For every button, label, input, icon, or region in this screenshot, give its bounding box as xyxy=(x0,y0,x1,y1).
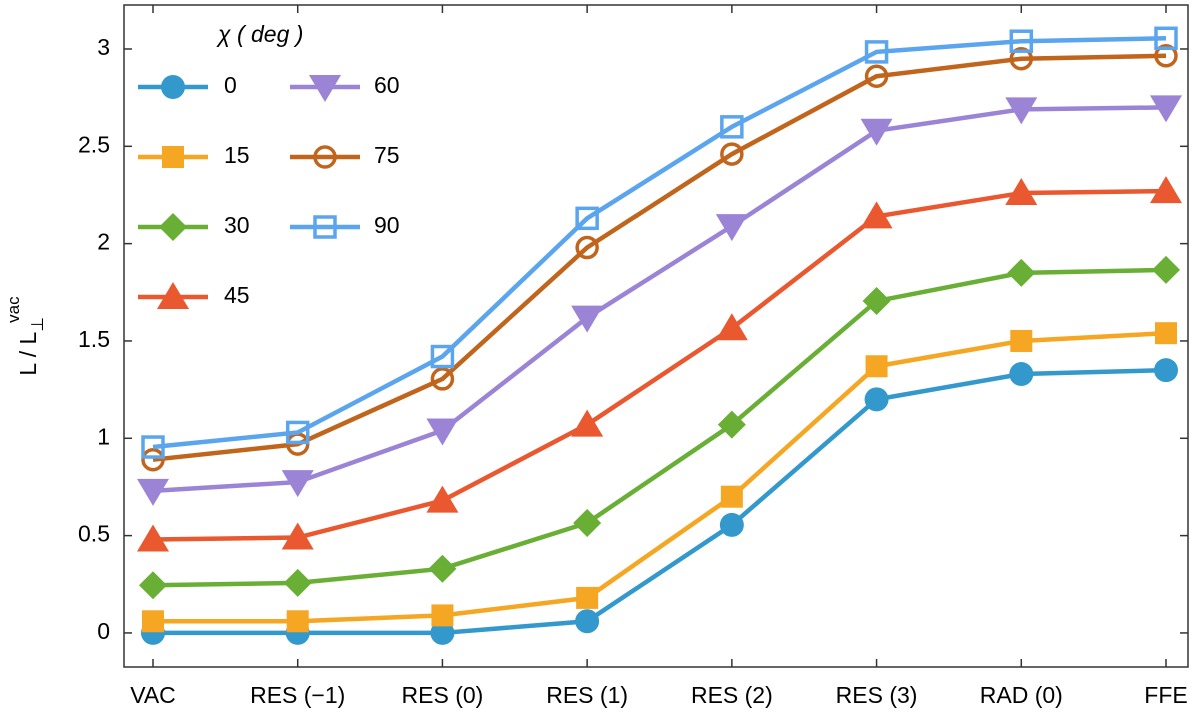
marker xyxy=(573,508,602,537)
marker xyxy=(313,145,337,169)
marker xyxy=(720,485,743,508)
x-tick-label: RES (−1) xyxy=(250,682,345,708)
y-tick-label: 3 xyxy=(97,34,110,60)
marker xyxy=(159,213,187,241)
legend-label: 30 xyxy=(224,212,250,238)
x-tick-label: RES (2) xyxy=(691,682,773,708)
marker xyxy=(157,282,189,309)
marker xyxy=(1154,26,1178,51)
series-line xyxy=(152,267,1167,588)
marker xyxy=(1005,97,1038,125)
y-tick-label: 0 xyxy=(97,618,110,644)
x-tick-label: RAD (0) xyxy=(980,682,1063,708)
marker xyxy=(575,609,600,634)
marker xyxy=(715,214,748,242)
marker xyxy=(162,146,184,168)
series-line xyxy=(152,36,1167,450)
marker xyxy=(862,287,891,316)
x-tick-label: RES (0) xyxy=(402,682,484,708)
marker xyxy=(1152,255,1180,284)
marker xyxy=(1009,29,1034,53)
marker xyxy=(571,305,604,333)
legend-label: 90 xyxy=(374,212,400,238)
marker xyxy=(571,409,604,437)
marker xyxy=(864,387,889,412)
marker xyxy=(139,571,167,600)
marker xyxy=(719,512,744,537)
marker xyxy=(281,470,314,498)
series-line xyxy=(153,367,1167,636)
y-tick-label: 0.5 xyxy=(78,521,110,547)
marker xyxy=(865,355,888,378)
marker xyxy=(142,610,164,633)
series-line xyxy=(152,188,1167,542)
marker xyxy=(428,554,457,583)
legend-label: 15 xyxy=(224,142,250,168)
y-tick-label: 1 xyxy=(97,423,110,449)
plot-frame xyxy=(123,4,1189,668)
marker xyxy=(161,75,185,99)
marker xyxy=(1150,95,1182,123)
marker xyxy=(286,610,309,633)
series-line xyxy=(153,330,1167,624)
marker xyxy=(426,418,459,446)
marker xyxy=(431,604,454,627)
marker xyxy=(717,410,746,439)
marker xyxy=(860,201,893,229)
marker xyxy=(1009,46,1034,71)
legend-label: 60 xyxy=(374,72,400,98)
x-tick-label: RES (1) xyxy=(546,682,628,708)
marker xyxy=(1005,178,1038,206)
marker xyxy=(576,586,599,609)
marker xyxy=(285,420,310,445)
x-tick-label: FFE xyxy=(1144,682,1187,708)
y-tick-label: 2.5 xyxy=(78,131,110,157)
marker xyxy=(137,478,169,506)
x-tick-label: VAC xyxy=(130,682,176,708)
marker xyxy=(864,64,889,88)
marker xyxy=(141,447,165,472)
marker xyxy=(137,524,169,552)
legend-title: χ ( deg ) xyxy=(216,21,303,47)
marker xyxy=(864,40,889,64)
y-axis-label: L / L⊥ vac xyxy=(4,296,47,376)
marker xyxy=(281,522,314,550)
marker xyxy=(1010,329,1033,352)
y-label-main: L / L xyxy=(15,331,41,375)
legend-label: 75 xyxy=(374,142,400,168)
marker xyxy=(715,313,748,341)
marker xyxy=(1150,176,1182,204)
legend-label: 45 xyxy=(224,282,250,308)
marker xyxy=(720,115,744,139)
marker xyxy=(720,142,744,166)
y-label-sup: vac xyxy=(4,296,23,323)
marker xyxy=(1154,358,1178,383)
marker xyxy=(1155,322,1177,345)
marker xyxy=(283,568,312,597)
y-tick-label: 1.5 xyxy=(78,326,110,352)
marker xyxy=(860,118,893,146)
series-line xyxy=(152,53,1167,462)
marker xyxy=(575,206,599,231)
marker xyxy=(313,215,337,239)
marker xyxy=(1007,258,1036,287)
legend-label: 0 xyxy=(224,72,237,98)
marker xyxy=(430,620,455,645)
y-tick-label: 2 xyxy=(97,229,110,255)
y-label-sub: ⊥ xyxy=(28,317,47,332)
marker xyxy=(141,435,165,459)
marker xyxy=(575,235,599,260)
marker xyxy=(430,344,455,369)
marker xyxy=(1154,44,1178,68)
marker xyxy=(309,75,341,102)
marker xyxy=(430,367,455,391)
x-tick-label: RES (3) xyxy=(836,682,918,708)
series-line xyxy=(152,105,1167,494)
marker xyxy=(426,485,459,513)
marker xyxy=(1009,362,1034,387)
